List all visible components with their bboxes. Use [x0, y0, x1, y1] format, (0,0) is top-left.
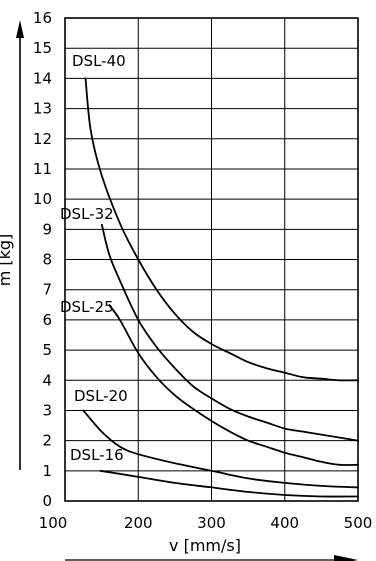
y-tick-label: 14	[33, 69, 52, 87]
x-tick-label: 100	[39, 514, 68, 532]
y-tick-label: 11	[33, 160, 52, 178]
y-tick-label: 4	[42, 371, 52, 389]
series-line-dsl-40	[84, 77, 359, 382]
y-tick-label: 9	[42, 220, 52, 238]
y-tick-label: 2	[42, 432, 52, 450]
y-tick-label: 15	[33, 39, 52, 57]
x-tick-label: 500	[344, 514, 373, 532]
y-tick-label: 5	[42, 341, 52, 359]
grid-lines	[64, 17, 359, 502]
x-tick-labels: 100 200 300 400 500	[39, 514, 373, 532]
series-line-dsl-16	[99, 469, 359, 498]
y-tick-label: 6	[42, 311, 52, 329]
plot-frame	[64, 17, 359, 502]
y-tick-label: 1	[42, 462, 52, 480]
x-tick-label: 400	[270, 514, 299, 532]
series-label-dsl-16: DSL-16	[70, 446, 124, 464]
y-tick-label: 10	[33, 190, 52, 208]
x-tick-label: 200	[124, 514, 153, 532]
y-axis-arrow-head	[16, 20, 24, 38]
x-axis-arrow-head	[334, 555, 358, 561]
series-line-dsl-32	[99, 216, 359, 442]
series-label-background	[57, 296, 109, 317]
series-label-background	[57, 203, 109, 224]
y-axis-label: m [kg]	[0, 234, 14, 287]
series-label-dsl-20: DSL-20	[74, 387, 128, 405]
series-label-dsl-25: DSL-25	[60, 298, 114, 316]
series-labels: DSL-40 DSL-32 DSL-25 DSL-20 DSL-16	[57, 52, 128, 464]
x-axis-label: v [mm/s]	[169, 536, 241, 555]
y-tick-label: 13	[33, 100, 52, 118]
x-tick-label: 300	[197, 514, 226, 532]
y-tick-label: 0	[42, 492, 52, 510]
series-line-dsl-25	[108, 303, 359, 466]
y-tick-label: 8	[42, 251, 52, 269]
y-tick-label: 7	[42, 281, 52, 299]
series-curves	[82, 77, 359, 498]
y-tick-label: 16	[33, 9, 52, 27]
y-tick-label: 3	[42, 401, 52, 419]
series-line-dsl-20	[82, 409, 359, 489]
series-label-dsl-32: DSL-32	[60, 205, 114, 223]
series-label-dsl-40: DSL-40	[72, 52, 126, 70]
y-tick-label: 12	[33, 130, 52, 148]
